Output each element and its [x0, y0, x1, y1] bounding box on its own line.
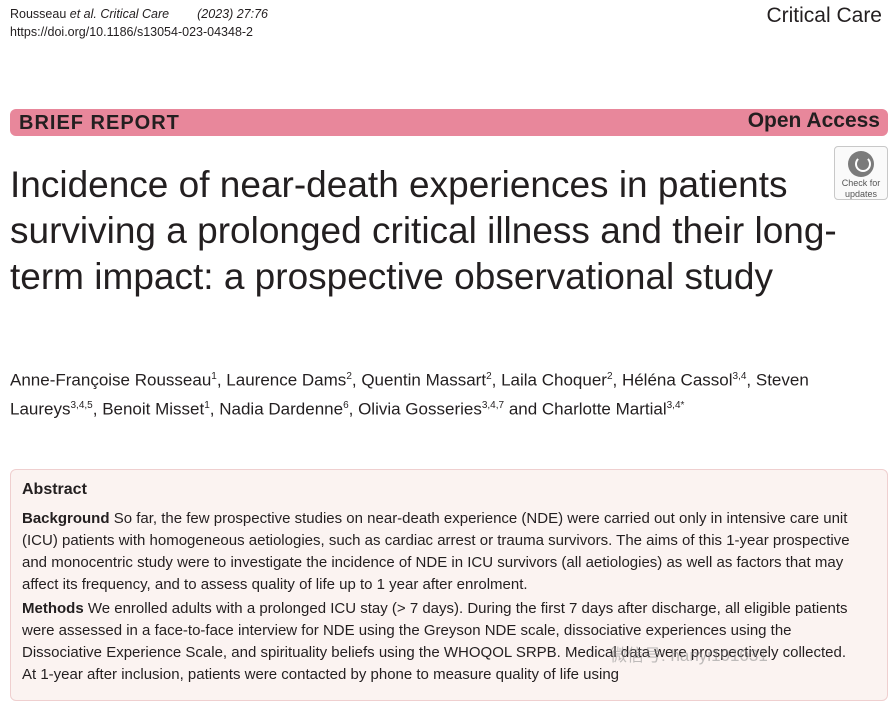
- methods-text: We enrolled adults with a prolonged ICU …: [22, 600, 848, 683]
- citation-authors: Rousseau: [10, 7, 70, 21]
- author-affiliation: 1: [211, 371, 217, 382]
- methods-label: Methods: [22, 600, 84, 617]
- author-name: Charlotte Martial: [541, 399, 667, 419]
- background-label: Background: [22, 510, 110, 527]
- author-affiliation: 3,4,7: [481, 399, 505, 411]
- author-list: Anne-Françoise Rousseau1, Laurence Dams2…: [10, 364, 880, 421]
- journal-logo-text: Critical Care: [766, 4, 882, 27]
- article-type-banner: BRIEF REPORT Open Access: [10, 109, 888, 136]
- author-name: Laurence Dams: [226, 370, 347, 390]
- doi-link[interactable]: https://doi.org/10.1186/s13054-023-04348…: [10, 25, 254, 39]
- background-text: So far, the few prospective studies on n…: [22, 510, 850, 593]
- author-name: Quentin Massart: [361, 370, 487, 390]
- author-separator: ,: [209, 399, 220, 419]
- author-affiliation: 3,4*: [666, 399, 685, 411]
- article-type-label: BRIEF REPORT: [19, 112, 180, 134]
- author-separator: ,: [746, 370, 756, 390]
- author-affiliation: 3,4: [732, 371, 747, 382]
- author-name: Nadia Dardenne: [219, 399, 344, 419]
- citation-et-al: et al.: [69, 7, 97, 21]
- abstract-box: Abstract Background So far, the few pros…: [10, 469, 888, 701]
- author-separator: ,: [348, 399, 359, 419]
- author-name: Anne-Françoise Rousseau: [10, 370, 212, 390]
- citation-journal: Critical Care: [100, 7, 170, 21]
- check-updates-line2: updates: [844, 189, 878, 199]
- author-affiliation: 1: [204, 399, 210, 411]
- author-name: Steven Laureys: [10, 370, 809, 419]
- author-name: Benoit Misset: [102, 399, 205, 419]
- author-separator: ,: [491, 370, 502, 390]
- open-access-label: Open Access: [747, 109, 880, 132]
- author-affiliation: 2: [606, 371, 613, 382]
- check-for-updates-button[interactable]: Check for updates: [834, 146, 888, 200]
- author-separator: and: [504, 399, 542, 419]
- author-affiliation: 2: [486, 371, 492, 382]
- abstract-background: Background So far, the few prospective s…: [22, 508, 862, 596]
- author-name: Héléna Cassol: [621, 370, 733, 390]
- citation-line: Rousseau et al. Critical Care (2023) 27:7…: [10, 6, 268, 22]
- abstract-methods: Methods We enrolled adults with a prolon…: [22, 598, 862, 686]
- author-affiliation: 6: [343, 399, 349, 411]
- check-updates-line1: Check for: [841, 178, 881, 188]
- author-affiliation: 2: [346, 371, 352, 382]
- abstract-heading: Abstract: [22, 481, 87, 498]
- author-name: Olivia Gosseries: [358, 399, 482, 419]
- author-name: Laila Choquer: [501, 370, 607, 390]
- wechat-watermark: 微信号: hanyi101031: [610, 646, 768, 665]
- citation-year-volume: (2023) 27:76: [197, 7, 269, 21]
- author-separator: ,: [92, 399, 103, 419]
- author-separator: ,: [216, 370, 227, 390]
- author-affiliation: 3,4,5: [70, 399, 93, 411]
- article-title: Incidence of near-death experiences in p…: [10, 164, 837, 297]
- check-updates-icon: [848, 151, 874, 177]
- author-separator: ,: [351, 370, 362, 390]
- author-separator: ,: [612, 370, 622, 390]
